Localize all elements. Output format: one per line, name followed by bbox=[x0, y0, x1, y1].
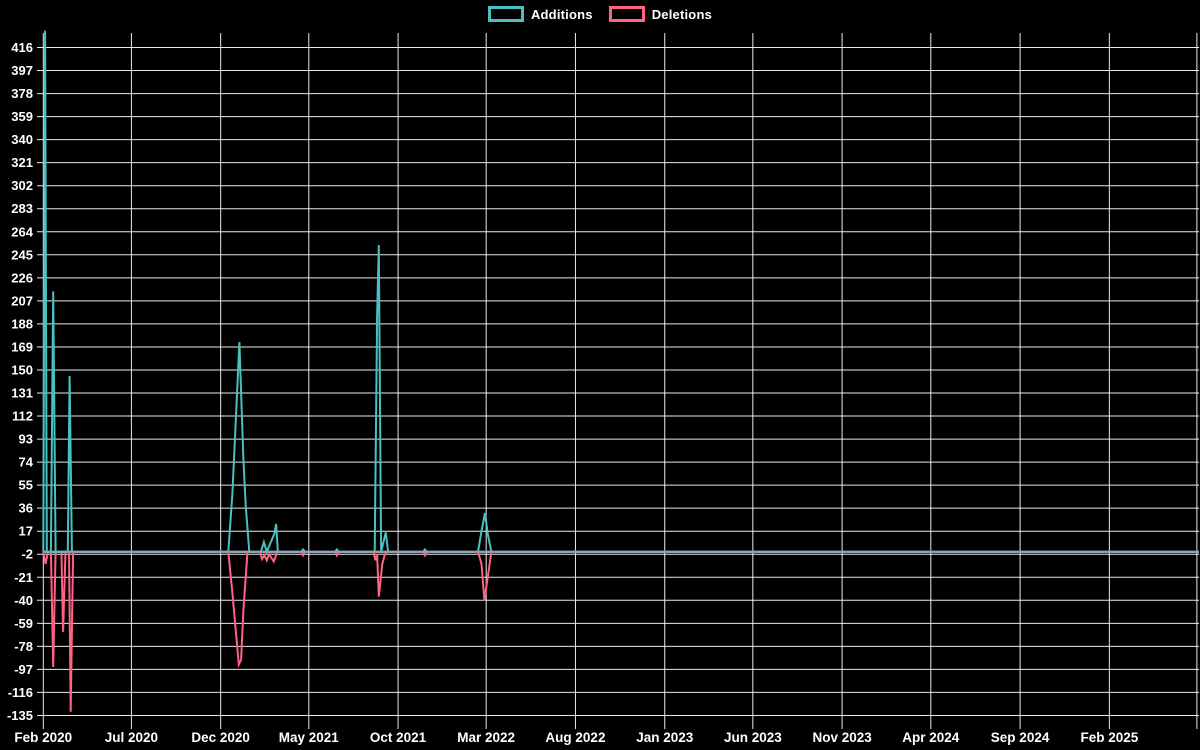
svg-text:Jun 2023: Jun 2023 bbox=[724, 730, 782, 745]
svg-text:359: 359 bbox=[11, 109, 33, 124]
svg-text:131: 131 bbox=[11, 386, 33, 401]
legend-item-additions[interactable]: Additions bbox=[487, 6, 593, 22]
svg-text:-97: -97 bbox=[14, 662, 33, 677]
legend-item-deletions[interactable]: Deletions bbox=[608, 6, 713, 22]
svg-text:74: 74 bbox=[19, 455, 34, 470]
x-axis-tick-labels: Feb 2020 Jul 2020 Dec 2020 May 2021 Oct 2021… bbox=[14, 730, 1138, 745]
y-axis-tick-labels: 416 397 378 359 340 321 302 283 264 245 226 207 188 1… bbox=[7, 40, 34, 723]
svg-text:-2: -2 bbox=[21, 547, 33, 562]
additions-line bbox=[42, 30, 493, 555]
svg-text:-116: -116 bbox=[8, 685, 33, 700]
svg-text:264: 264 bbox=[11, 224, 33, 239]
x-gridlines bbox=[42, 33, 1198, 729]
svg-text:Oct 2021: Oct 2021 bbox=[370, 730, 427, 745]
svg-text:-59: -59 bbox=[14, 616, 33, 631]
svg-text:169: 169 bbox=[11, 339, 33, 354]
svg-text:-40: -40 bbox=[14, 593, 33, 608]
svg-text:416: 416 bbox=[11, 40, 33, 55]
deletions-line bbox=[42, 550, 493, 712]
svg-text:378: 378 bbox=[11, 86, 33, 101]
svg-text:36: 36 bbox=[19, 501, 33, 516]
svg-text:Nov 2023: Nov 2023 bbox=[812, 730, 872, 745]
svg-text:93: 93 bbox=[19, 432, 33, 447]
svg-text:Apr 2024: Apr 2024 bbox=[902, 730, 960, 745]
svg-text:Sep 2024: Sep 2024 bbox=[991, 730, 1050, 745]
y-gridlines bbox=[37, 47, 1199, 716]
svg-text:Jul 2020: Jul 2020 bbox=[105, 730, 158, 745]
legend-label-additions: Additions bbox=[530, 6, 593, 22]
svg-text:321: 321 bbox=[11, 155, 33, 170]
svg-text:226: 226 bbox=[11, 270, 33, 285]
legend-label-deletions: Deletions bbox=[651, 6, 713, 22]
svg-text:-135: -135 bbox=[7, 708, 33, 723]
svg-text:207: 207 bbox=[11, 293, 33, 308]
svg-text:302: 302 bbox=[11, 178, 33, 193]
chart-legend: Additions Deletions bbox=[0, 6, 1200, 22]
svg-text:Feb 2020: Feb 2020 bbox=[14, 730, 72, 745]
deletions-swatch-icon bbox=[608, 6, 645, 22]
svg-text:397: 397 bbox=[11, 63, 33, 78]
additions-swatch-icon bbox=[487, 6, 524, 22]
svg-text:Aug 2022: Aug 2022 bbox=[545, 730, 605, 745]
svg-text:55: 55 bbox=[19, 478, 33, 493]
svg-text:150: 150 bbox=[11, 362, 33, 377]
svg-text:Mar 2022: Mar 2022 bbox=[457, 730, 515, 745]
svg-text:May 2021: May 2021 bbox=[279, 730, 340, 745]
svg-text:188: 188 bbox=[11, 316, 33, 331]
svg-text:17: 17 bbox=[19, 524, 33, 539]
svg-text:112: 112 bbox=[12, 409, 33, 424]
svg-text:245: 245 bbox=[11, 247, 33, 262]
svg-text:Dec 2020: Dec 2020 bbox=[191, 730, 250, 745]
svg-text:Feb 2025: Feb 2025 bbox=[1080, 730, 1138, 745]
svg-text:Jan 2023: Jan 2023 bbox=[636, 730, 694, 745]
svg-text:340: 340 bbox=[11, 132, 33, 147]
svg-text:-21: -21 bbox=[14, 570, 33, 585]
svg-text:283: 283 bbox=[11, 201, 33, 216]
svg-text:-78: -78 bbox=[14, 639, 33, 654]
